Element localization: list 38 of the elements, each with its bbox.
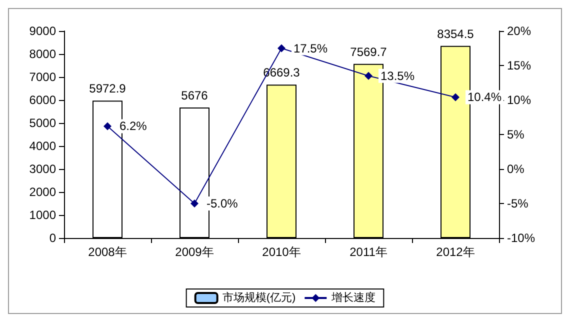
data-label: 6.2% [120, 119, 148, 134]
y-tick-label: 4000 [29, 139, 56, 153]
y-tick-label: 1000 [29, 208, 56, 222]
data-label: -5.0% [206, 196, 238, 210]
x-tick-label: 2012年 [436, 245, 475, 259]
y-tick-label: 3000 [29, 162, 56, 176]
data-label: 13.5% [380, 68, 415, 83]
point [364, 72, 372, 80]
y-tick-label: 9000 [29, 24, 56, 38]
y-tick-label: 0 [49, 231, 56, 245]
x-tick-label: 2009年 [175, 245, 214, 259]
y-tick-label: 6000 [29, 93, 56, 107]
data-label: 5972.9 [89, 82, 126, 96]
x-tick-label: 2010年 [262, 245, 301, 259]
y2-tick-label: -10% [507, 231, 536, 245]
legend-label: 市场规模(亿元) [222, 291, 296, 304]
y2-tick-label: 15% [507, 58, 532, 72]
data-label: 17.5% [294, 41, 328, 56]
point [278, 44, 286, 52]
y2-tick-label: 10% [507, 93, 532, 107]
y2-tick-label: 20% [507, 24, 532, 38]
data-label: 7569.7 [350, 44, 388, 59]
data-label: 8354.5 [437, 26, 474, 41]
data-label: 10.4% [468, 90, 502, 104]
y-tick-label: 7000 [29, 70, 56, 84]
point [104, 122, 112, 130]
y2-tick-label: -5% [507, 196, 529, 210]
y-tick-label: 5000 [29, 116, 56, 130]
x-tick-label: 2008年 [88, 245, 127, 259]
point [452, 93, 460, 102]
y-tick-label: 8000 [29, 47, 56, 61]
y2-tick-label: 5% [507, 128, 525, 142]
y2-tick-label: 0% [507, 162, 525, 176]
legend-label: 增长速度 [330, 291, 376, 304]
y-tick-label: 2000 [29, 185, 56, 199]
x-tick-label: 2011年 [350, 245, 388, 259]
data-label: 5676 [181, 88, 208, 102]
point [190, 200, 198, 208]
